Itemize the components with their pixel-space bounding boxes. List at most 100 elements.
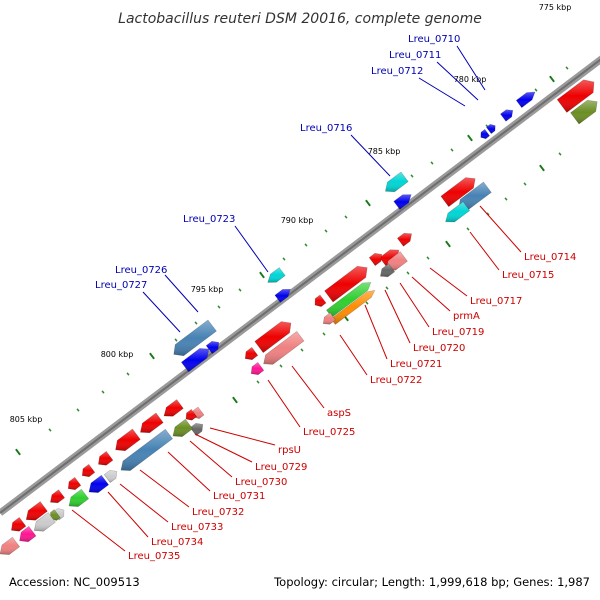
- gene-arrow-shade: [254, 321, 291, 353]
- callout-line: [189, 440, 233, 478]
- callout-line: [139, 469, 190, 508]
- gene-arrow-shade: [53, 508, 64, 520]
- gene-arrow-shade: [324, 266, 368, 302]
- gene-label[interactable]: Lreu_0712: [371, 66, 423, 77]
- callout-line: [350, 134, 391, 177]
- gene-label[interactable]: Lreu_0726: [115, 265, 167, 276]
- scale-tick: [385, 286, 389, 290]
- gene-arrow-shade: [115, 429, 141, 451]
- callout-line: [456, 45, 486, 91]
- scale-tick: [365, 199, 371, 207]
- gene-label[interactable]: Lreu_0735: [128, 551, 180, 562]
- gene-label[interactable]: Lreu_0715: [502, 270, 554, 281]
- gene-arrow-shade: [397, 233, 412, 247]
- gene-arrow-shade: [164, 399, 184, 417]
- gene-label[interactable]: Lreu_0720: [413, 343, 465, 354]
- scale-tick: [344, 215, 348, 219]
- callout-line: [469, 231, 500, 271]
- gene-label[interactable]: Lreu_0734: [151, 537, 203, 548]
- gene-arrow-shade: [323, 312, 336, 325]
- scale-label-kbp: 775 kbp: [539, 3, 572, 12]
- gene-label[interactable]: Lreu_0717: [470, 296, 522, 307]
- callout-line: [119, 483, 169, 523]
- callout-line: [436, 61, 479, 101]
- gene-arrow-shade: [26, 501, 48, 521]
- gene-label[interactable]: Lreu_0719: [432, 327, 484, 338]
- gene-arrow-shade: [326, 282, 371, 318]
- gene-arrow-shade: [557, 79, 594, 113]
- accession-text: Accession: NC_009513: [9, 575, 140, 589]
- gene-label[interactable]: Lreu_0714: [524, 252, 576, 263]
- gene-arrow-shade: [206, 341, 219, 354]
- gene-arrow-shade: [263, 331, 304, 365]
- gene-label[interactable]: Lreu_0725: [303, 427, 355, 438]
- scale-tick: [304, 243, 308, 247]
- gene-label[interactable]: rpsU: [278, 445, 301, 456]
- gene-arrow-shade: [245, 347, 258, 360]
- gene-arrow-shade: [445, 201, 470, 222]
- gene-label[interactable]: prmA: [453, 311, 480, 322]
- gene-label[interactable]: Lreu_0723: [183, 214, 235, 225]
- gene-label[interactable]: Lreu_0711: [389, 50, 441, 61]
- gene-label[interactable]: Lreu_0716: [300, 123, 352, 134]
- gene-arrow-shade: [50, 509, 61, 521]
- gene-label[interactable]: Lreu_0730: [235, 477, 287, 488]
- scale-tick: [282, 257, 286, 261]
- genome-backbone: [0, 55, 600, 516]
- gene-arrow-shade: [379, 249, 399, 267]
- gene-arrow-shade: [89, 475, 109, 493]
- scale-tick: [232, 396, 238, 404]
- scale-tick: [406, 271, 410, 275]
- gene-label[interactable]: Lreu_0721: [390, 359, 442, 370]
- gene-arrow-shade: [380, 263, 395, 277]
- scale-tick: [539, 164, 545, 172]
- gene-arrow-shade: [516, 92, 535, 108]
- callout-line: [411, 276, 451, 312]
- gene-arrow-shade: [69, 489, 89, 507]
- gene-arrow-shade: [251, 362, 264, 375]
- scale-tick: [523, 182, 527, 186]
- gene-label[interactable]: Lreu_0733: [171, 522, 223, 533]
- gene-callouts: Lreu_0710 Lreu_0711 Lreu_0712 Lreu_0716 Lreu…: [71, 34, 576, 562]
- scale-tick: [450, 148, 454, 152]
- gene-arrow-shade: [173, 419, 193, 437]
- scale-ticks: [15, 66, 569, 456]
- gene-arrow-shade: [274, 289, 291, 303]
- gene-arrow-shade: [11, 517, 26, 532]
- gene-label[interactable]: Lreu_0731: [213, 491, 265, 502]
- scale-tick: [300, 348, 304, 352]
- gene-arrow-shade: [570, 100, 598, 124]
- scale-label-kbp: 785 kbp: [368, 147, 401, 156]
- gene-label[interactable]: aspS: [327, 408, 351, 419]
- scale-tick: [217, 305, 221, 309]
- callout-line: [142, 291, 181, 333]
- scale-tick: [324, 229, 328, 233]
- gene-label[interactable]: Lreu_0722: [370, 375, 422, 386]
- callout-line: [399, 282, 430, 328]
- scale-label-kbp: 790 kbp: [281, 216, 314, 225]
- scale-label-kbp: 780 kbp: [454, 75, 487, 84]
- scale-tick: [101, 390, 105, 394]
- gene-label[interactable]: Lreu_0710: [408, 34, 460, 45]
- scale-tick: [76, 408, 80, 412]
- gene-arrow-shade: [68, 477, 81, 490]
- callout-line: [71, 509, 126, 552]
- gene-arrow-shade: [500, 109, 513, 122]
- scale-tick: [365, 301, 369, 305]
- gene-arrow-shade: [181, 348, 209, 372]
- gene-arrow-shade: [458, 182, 492, 210]
- callout-line: [167, 451, 211, 492]
- gene-arrow-shade: [486, 124, 496, 134]
- gene-label[interactable]: Lreu_0727: [95, 280, 147, 291]
- scale-tick: [259, 271, 265, 279]
- gene-label[interactable]: Lreu_0732: [192, 507, 244, 518]
- callout-line: [429, 267, 468, 297]
- scale-tick: [279, 364, 283, 368]
- scale-tick: [558, 152, 562, 156]
- gene-arrow-shade: [440, 177, 476, 207]
- scale-tick: [466, 227, 470, 231]
- gene-label[interactable]: Lreu_0729: [255, 462, 307, 473]
- scale-tick: [426, 256, 430, 260]
- gene-arrow-shade: [369, 253, 382, 266]
